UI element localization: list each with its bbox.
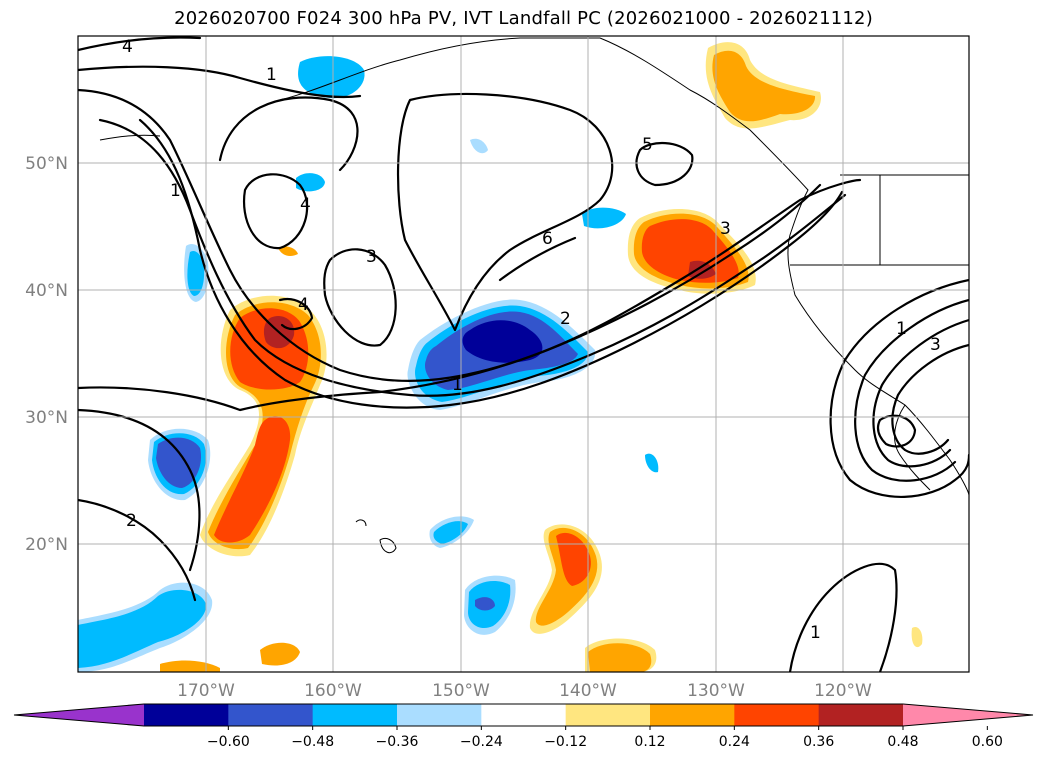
lon-label: 140°W — [559, 681, 617, 701]
colorbar-tick-label: −0.60 — [207, 734, 250, 750]
colorbar-tick-label: 0.12 — [634, 734, 665, 750]
colorbar-tick-label: 0.48 — [887, 734, 918, 750]
map-title: 2026020700 F024 300 hPa PV, IVT Landfall… — [174, 8, 873, 29]
colorbar-tick-label: −0.24 — [460, 734, 503, 750]
graticule — [78, 36, 969, 672]
colorbar-tick-label: 0.36 — [803, 734, 834, 750]
contour-label: 4 — [300, 195, 311, 215]
colorbar-swatch — [650, 704, 735, 726]
contour-label: 4 — [122, 37, 133, 57]
contour-label: 4 — [298, 295, 309, 315]
coastlines — [99, 37, 969, 554]
contour-label: 2 — [126, 511, 137, 531]
lon-label: 170°W — [177, 681, 235, 701]
colorbar-swatch — [565, 704, 651, 726]
lat-label: 40°N — [25, 281, 68, 301]
colorbar-swatch — [481, 704, 567, 726]
colorbar: −0.60 −0.48 −0.36 −0.24 −0.12 0.12 0.24 0.36 0.4… — [13, 703, 1034, 750]
colorbar-tick-label: 0.60 — [972, 734, 1003, 750]
lon-label: 130°W — [687, 681, 745, 701]
map-frame — [77, 35, 970, 673]
contour-label: 1 — [810, 623, 821, 643]
lat-label: 20°N — [25, 535, 68, 555]
colorbar-swatch — [397, 704, 482, 726]
colorbar-swatch — [734, 704, 820, 726]
contour-label: 6 — [542, 229, 553, 249]
contour-label: 1 — [266, 65, 277, 85]
colorbar-outline — [13, 703, 1034, 727]
lon-label: 160°W — [304, 681, 362, 701]
lat-label: 50°N — [25, 154, 68, 174]
lon-label: 150°W — [432, 681, 490, 701]
lat-label: 30°N — [25, 408, 68, 428]
colorbar-tick-label: −0.36 — [376, 734, 419, 750]
colorbar-tick-label: 0.24 — [719, 734, 750, 750]
colorbar-swatch — [818, 704, 904, 726]
colorbar-extend-high — [903, 704, 1033, 726]
colorbar-tick-label: −0.48 — [291, 734, 334, 750]
contour-label: 1 — [452, 375, 463, 395]
contour-label: 1 — [170, 181, 181, 201]
pv-contours — [78, 36, 969, 672]
colorbar-swatch — [228, 704, 314, 726]
colorbar-swatch — [144, 704, 229, 726]
contour-label: 3 — [720, 219, 731, 239]
contour-label: 5 — [642, 135, 653, 155]
colorbar-extend-low — [14, 704, 144, 726]
contour-label: 1 — [896, 319, 907, 339]
lon-label: 120°W — [814, 681, 872, 701]
contour-label: 3 — [930, 335, 941, 355]
contour-labels: 4 1 1 4 3 4 6 5 3 2 1 2 1 3 1 — [122, 37, 941, 643]
colorbar-tick-label: −0.12 — [544, 734, 587, 750]
contour-label: 2 — [560, 309, 571, 329]
lon-axis: 170°W 160°W 150°W 140°W 130°W 120°W — [177, 681, 872, 701]
colorbar-swatch — [312, 704, 398, 726]
lat-axis: 50°N 40°N 30°N 20°N — [25, 154, 68, 555]
contour-label: 3 — [366, 247, 377, 267]
